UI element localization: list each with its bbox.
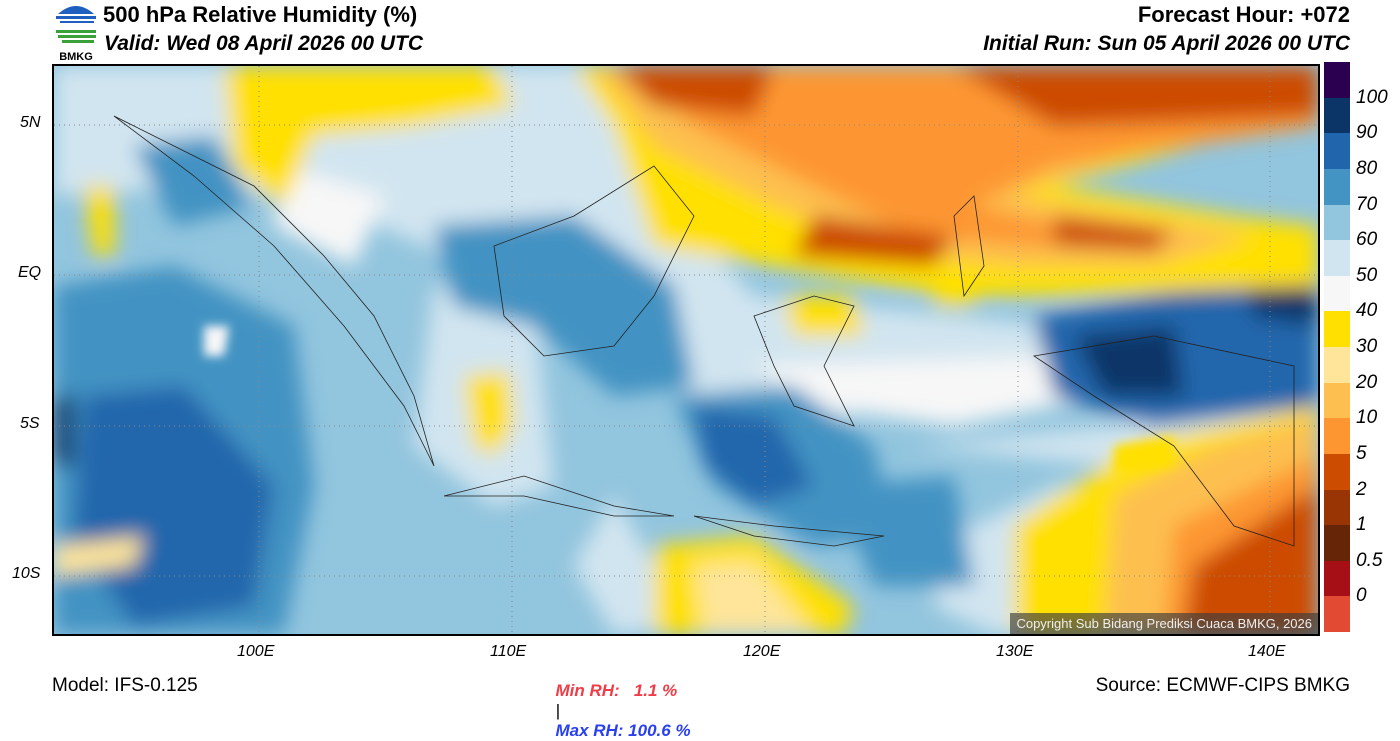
colorbar-segment	[1324, 560, 1350, 597]
colorbar-segment	[1324, 240, 1350, 276]
colorbar-segment	[1324, 489, 1350, 526]
bmkg-logo: BMKG	[52, 2, 100, 63]
colorbar	[1324, 62, 1350, 632]
rh-stats: Min RH: 1.1 % | Max RH: 100.6 %	[546, 661, 691, 741]
colorbar-segment	[1324, 525, 1350, 561]
colorbar-label: 60	[1356, 229, 1378, 251]
colorbar-segment	[1324, 382, 1350, 419]
colorbar-segment	[1324, 275, 1350, 312]
colorbar-label: 50	[1356, 264, 1378, 286]
lat-tick: 10S	[12, 565, 41, 582]
initial-run: Initial Run: Sun 05 April 2026 00 UTC	[983, 32, 1350, 55]
lat-tick: EQ	[18, 264, 42, 281]
lon-tick: 140E	[1248, 643, 1286, 660]
colorbar-label: 80	[1356, 157, 1378, 179]
colorbar-label: 100	[1356, 86, 1388, 108]
model-label: Model: IFS-0.125	[52, 675, 198, 696]
graticule	[54, 66, 1318, 634]
colorbar-label: 2	[1356, 478, 1367, 500]
lon-tick: 120E	[743, 643, 781, 660]
source-label: Source: ECMWF-CIPS BMKG	[1095, 675, 1350, 696]
colorbar-label: 0.5	[1356, 549, 1383, 571]
coastlines	[113, 115, 1295, 547]
colorbar-label: 70	[1356, 193, 1378, 215]
colorbar-segment	[1324, 97, 1350, 134]
colorbar-segment	[1324, 62, 1350, 98]
colorbar-label: 10	[1356, 407, 1378, 429]
colorbar-segment	[1324, 133, 1350, 169]
colorbar-label: 40	[1356, 300, 1378, 322]
lon-tick: 110E	[490, 643, 527, 660]
colorbar-label: 90	[1356, 122, 1378, 144]
colorbar-label: 5	[1356, 442, 1367, 464]
colorbar-segment	[1324, 347, 1350, 383]
humidity-map: Copyright Sub Bidang Prediksi Cuaca BMKG…	[52, 64, 1320, 636]
colorbar-segment	[1324, 311, 1350, 347]
logo-text: BMKG	[59, 51, 93, 63]
min-rh: Min RH: 1.1 %	[555, 681, 678, 700]
colorbar-label: 20	[1356, 371, 1378, 393]
colorbar-label: 0	[1356, 585, 1367, 607]
valid-time: Valid: Wed 08 April 2026 00 UTC	[104, 32, 423, 55]
max-rh: Max RH: 100.6 %	[555, 721, 691, 740]
copyright-label: Copyright Sub Bidang Prediksi Cuaca BMKG…	[1010, 613, 1318, 634]
chart-title: 500 hPa Relative Humidity (%)	[103, 2, 418, 27]
lon-tick: 130E	[996, 643, 1034, 660]
lon-tick: 100E	[237, 643, 275, 660]
colorbar-label: 30	[1356, 336, 1378, 357]
colorbar-segment	[1324, 204, 1350, 241]
colorbar-segment	[1324, 453, 1350, 490]
colorbar-segment	[1324, 168, 1350, 205]
colorbar-label: 1	[1356, 514, 1367, 536]
forecast-hour: Forecast Hour: +072	[1137, 2, 1350, 27]
colorbar-segment	[1324, 418, 1350, 454]
lat-tick: 5S	[20, 415, 40, 432]
stats-separator: |	[555, 701, 560, 720]
lat-tick: 5N	[20, 114, 41, 131]
colorbar-segment	[1324, 596, 1350, 632]
